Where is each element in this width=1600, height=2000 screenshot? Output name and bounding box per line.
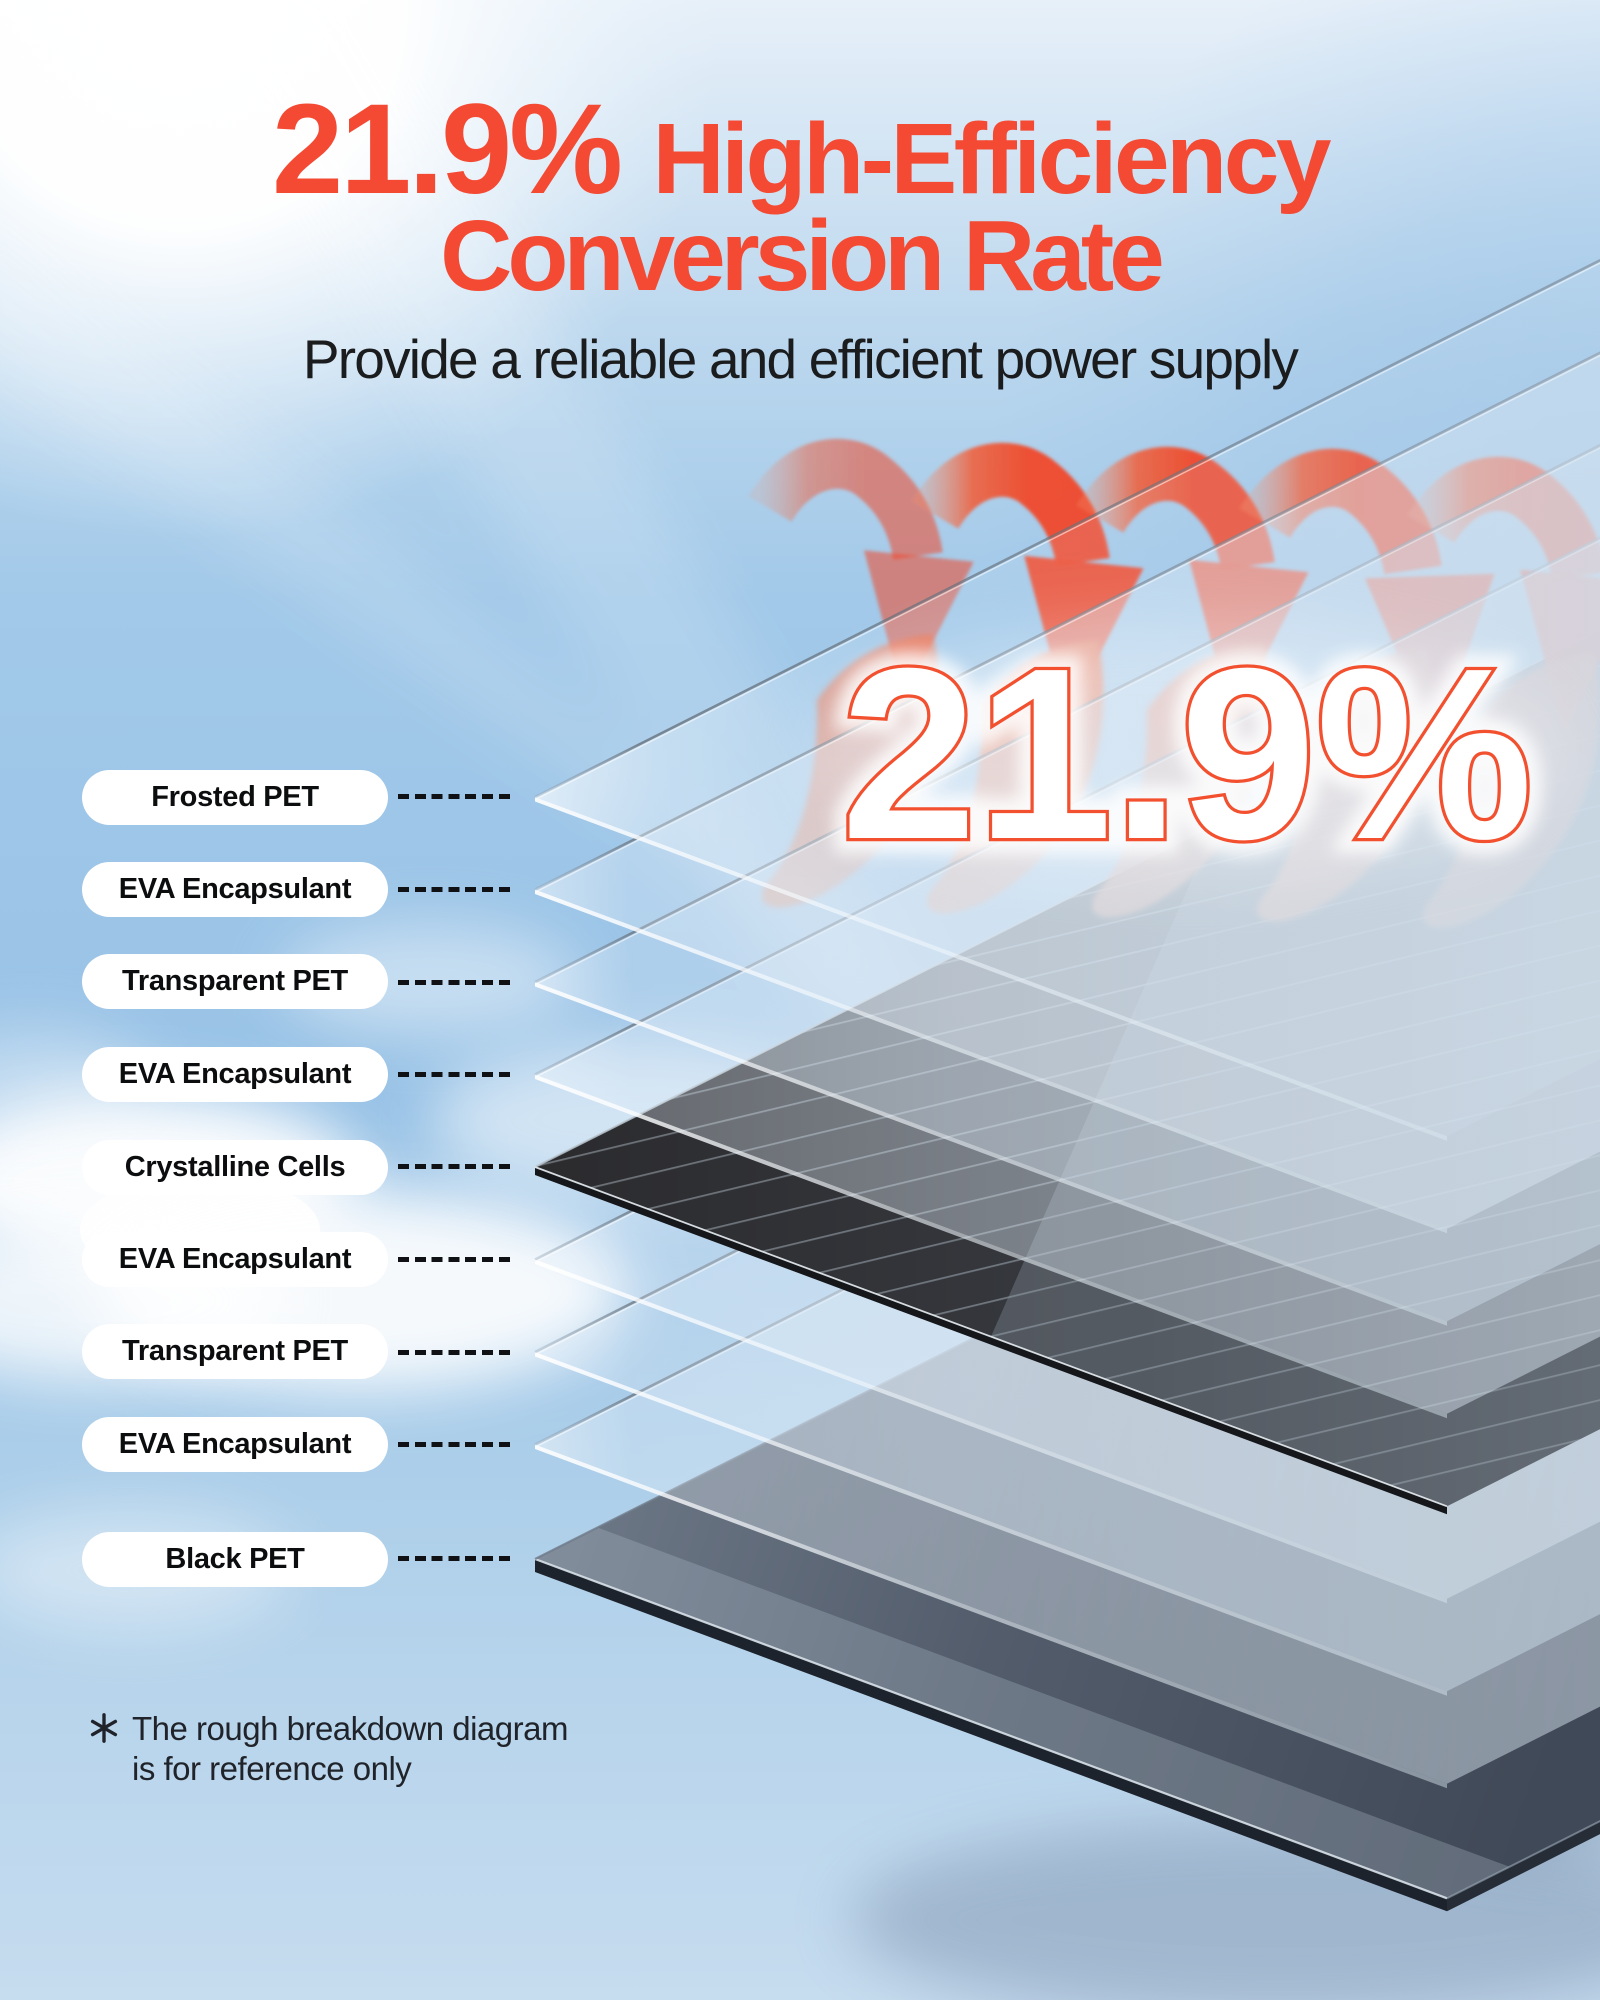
svg-text:21.9%: 21.9% — [841, 617, 1533, 890]
svg-text:21.9%: 21.9% — [841, 617, 1533, 890]
